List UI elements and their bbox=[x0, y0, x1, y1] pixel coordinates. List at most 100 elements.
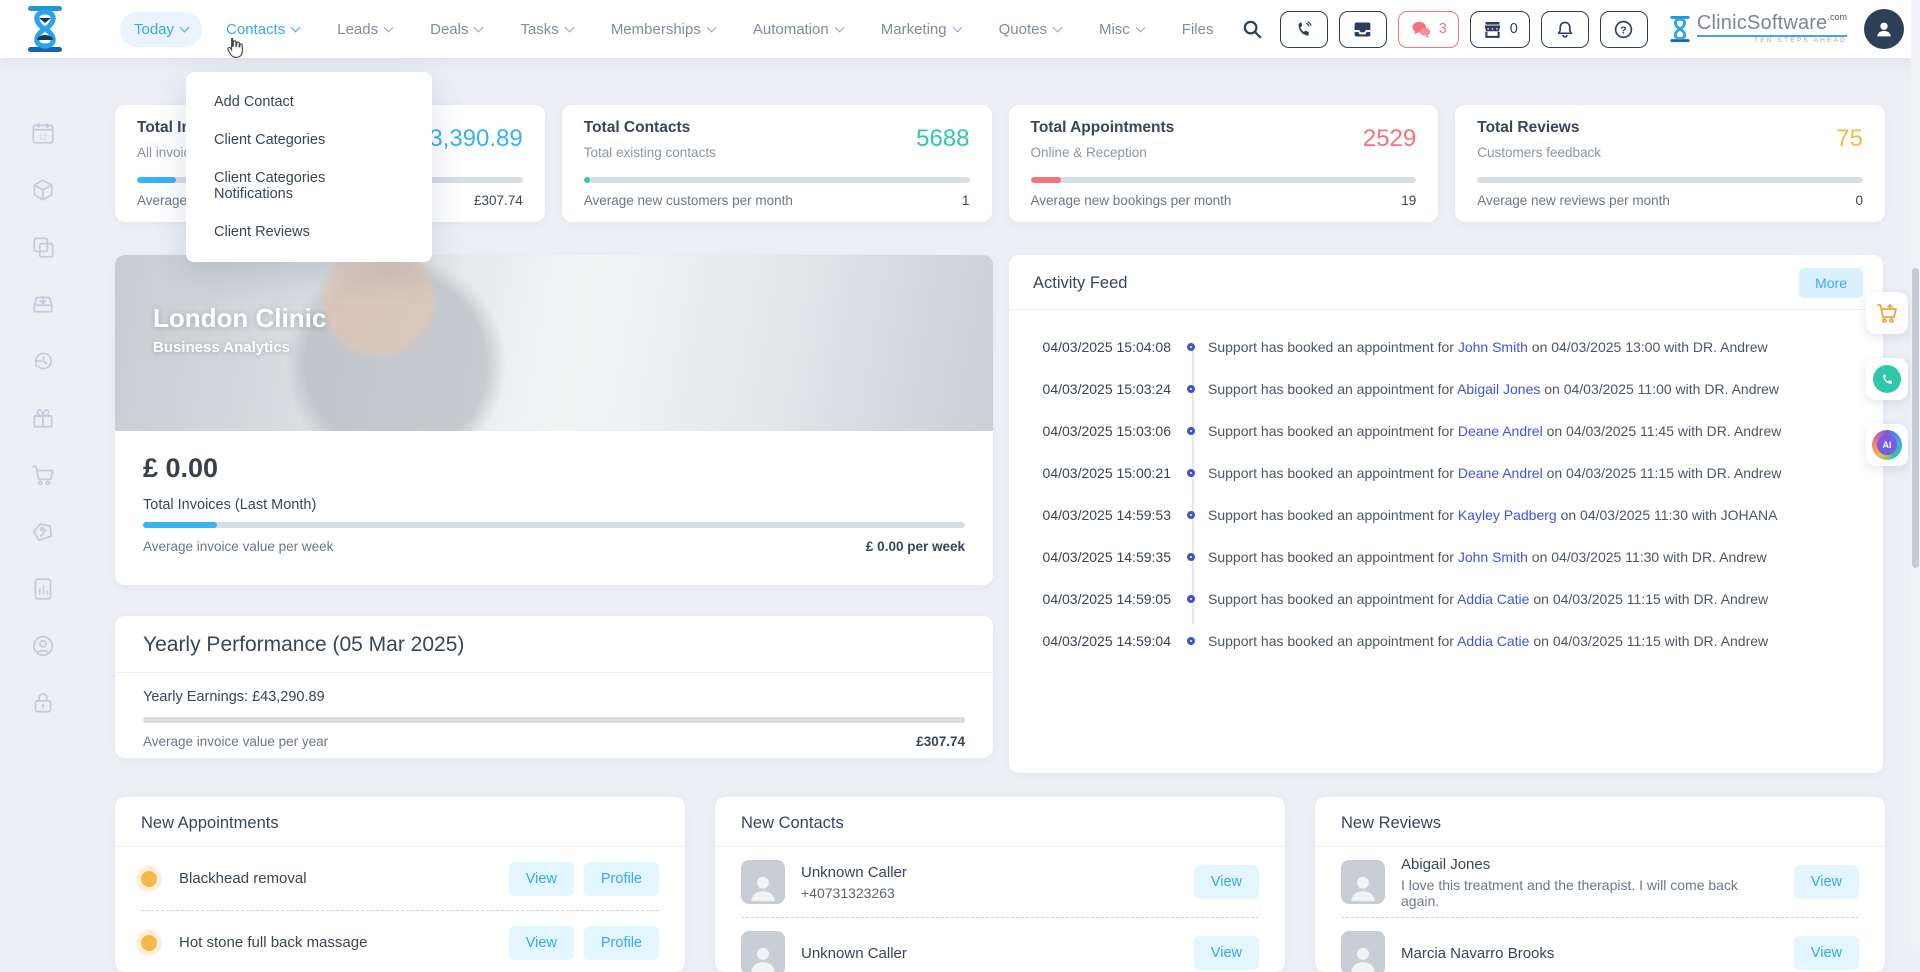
shop-cart-fab[interactable] bbox=[1866, 292, 1908, 334]
search-icon[interactable] bbox=[1235, 12, 1269, 46]
copy-icon[interactable] bbox=[28, 232, 58, 262]
person-silhouette-icon bbox=[1351, 947, 1375, 972]
view-button[interactable]: View bbox=[1793, 936, 1859, 970]
notifications-button[interactable] bbox=[1540, 10, 1589, 48]
ticket-icon[interactable] bbox=[28, 517, 58, 547]
progress-fill bbox=[583, 177, 590, 183]
activity-feed-card: Activity Feed More 04/03/2025 15:04:08 S… bbox=[1009, 255, 1883, 773]
nav-item-marketing[interactable]: Marketing bbox=[867, 12, 975, 47]
archive-icon[interactable] bbox=[28, 289, 58, 319]
contact-link[interactable]: Kayley Padberg bbox=[1457, 507, 1557, 523]
view-button[interactable]: View bbox=[1793, 865, 1859, 899]
contact-name: Unknown Caller bbox=[801, 863, 907, 881]
contact-link[interactable]: John Smith bbox=[1457, 549, 1528, 565]
progress-bar bbox=[1477, 177, 1863, 183]
person-silhouette-icon bbox=[750, 876, 776, 902]
calendar-icon[interactable]: 12 bbox=[28, 118, 58, 148]
stat-value: 5688 bbox=[916, 125, 970, 152]
contacts-dropdown-menu: Add Contact Client Categories Client Cat… bbox=[186, 72, 432, 262]
nav-item-automation[interactable]: Automation bbox=[739, 12, 857, 47]
chevron-down-icon bbox=[383, 22, 394, 32]
nav-item-deals[interactable]: Deals bbox=[416, 12, 496, 47]
stat-card-total-reviews: Total Reviews Customers feedback 75 Aver… bbox=[1455, 105, 1885, 222]
nav-label: Today bbox=[134, 20, 175, 38]
header-actions: 3 0 ? bbox=[1235, 9, 1904, 49]
scrollbar-thumb[interactable] bbox=[1912, 268, 1919, 568]
whatsapp-call-fab[interactable] bbox=[1866, 358, 1908, 400]
nav-item-tasks[interactable]: Tasks bbox=[506, 12, 586, 47]
phone-button[interactable] bbox=[1279, 10, 1328, 48]
profile-button[interactable]: Profile bbox=[583, 861, 659, 896]
contact-link[interactable]: Deane Andrel bbox=[1457, 465, 1543, 481]
activity-text: Support has booked an appointment for bbox=[1208, 549, 1454, 565]
bell-icon bbox=[1557, 21, 1573, 38]
activity-text: on 04/03/2025 11:15 with DR. Andrew bbox=[1533, 591, 1769, 607]
activity-text: on 04/03/2025 13:00 with DR. Andrew bbox=[1531, 339, 1768, 355]
activity-time: 04/03/2025 15:00:21 bbox=[1042, 465, 1171, 481]
gift-icon[interactable] bbox=[28, 403, 58, 433]
menu-item-client-reviews[interactable]: Client Reviews bbox=[214, 224, 310, 240]
nav-item-today[interactable]: Today bbox=[120, 11, 203, 47]
status-dot-icon bbox=[141, 934, 157, 951]
view-button[interactable]: View bbox=[1193, 936, 1259, 970]
nav-item-contacts[interactable]: Contacts bbox=[212, 12, 313, 47]
account-icon[interactable] bbox=[28, 631, 58, 661]
activity-time: 04/03/2025 15:03:24 bbox=[1042, 381, 1171, 397]
top-header: Today Contacts Leads Deals Tasks Members… bbox=[0, 0, 1920, 58]
activity-time: 04/03/2025 15:04:08 bbox=[1042, 339, 1171, 355]
nav-item-memberships[interactable]: Memberships bbox=[597, 12, 729, 47]
lock-icon[interactable] bbox=[28, 688, 58, 718]
view-button[interactable]: View bbox=[508, 861, 574, 896]
activity-row: 04/03/2025 15:03:06 Support has booked a… bbox=[1033, 410, 1859, 452]
appointment-label: Hot stone full back massage bbox=[179, 934, 368, 951]
inbox-button[interactable] bbox=[1338, 10, 1387, 48]
clinic-footer-label: Average invoice value per week bbox=[143, 539, 334, 554]
contact-link[interactable]: Addia Catie bbox=[1457, 591, 1530, 607]
status-dot-icon bbox=[141, 870, 157, 887]
brand-tld: .com bbox=[1827, 12, 1847, 23]
timeline-line bbox=[1192, 348, 1194, 624]
profile-button[interactable]: Profile bbox=[583, 925, 659, 960]
phone-icon bbox=[1298, 20, 1312, 36]
last-month-label: Total Invoices (Last Month) bbox=[143, 497, 317, 513]
activity-time: 04/03/2025 14:59:04 bbox=[1042, 633, 1171, 649]
help-button[interactable]: ? bbox=[1599, 10, 1648, 48]
menu-item-add-contact[interactable]: Add Contact bbox=[214, 94, 294, 110]
more-button[interactable]: More bbox=[1799, 268, 1863, 298]
app-logo-hourglass-icon[interactable] bbox=[22, 4, 68, 54]
clinic-name: London Clinic bbox=[153, 303, 327, 333]
contact-link[interactable]: John Smith bbox=[1457, 339, 1528, 355]
nav-item-misc[interactable]: Misc bbox=[1085, 12, 1158, 47]
menu-item-client-categories-notifications[interactable]: Client Categories Notifications bbox=[214, 170, 326, 202]
contact-link[interactable]: Deane Andrel bbox=[1457, 423, 1543, 439]
history-icon[interactable] bbox=[28, 346, 58, 376]
activity-row: 04/03/2025 14:59:04 Support has booked a… bbox=[1033, 620, 1859, 662]
view-button[interactable]: View bbox=[1193, 865, 1259, 899]
activity-text: Support has booked an appointment for bbox=[1208, 591, 1454, 607]
page-scrollbar[interactable] bbox=[1911, 0, 1920, 945]
nav-item-files[interactable]: Files bbox=[1168, 12, 1228, 47]
progress-fill bbox=[1030, 177, 1062, 183]
cart-icon[interactable] bbox=[28, 460, 58, 490]
contact-link[interactable]: Addia Catie bbox=[1457, 633, 1530, 649]
package-icon[interactable] bbox=[28, 175, 58, 205]
chat-count-badge: 3 bbox=[1438, 21, 1447, 37]
report-icon[interactable] bbox=[28, 574, 58, 604]
user-icon bbox=[1877, 22, 1891, 37]
activity-text: Support has booked an appointment for bbox=[1208, 381, 1454, 397]
store-button[interactable]: 0 bbox=[1469, 10, 1530, 48]
chat-notifications-button[interactable]: 3 bbox=[1397, 10, 1459, 48]
ai-assistant-fab[interactable]: AI bbox=[1866, 424, 1908, 466]
stat-footer-value: £307.74 bbox=[473, 193, 523, 208]
menu-item-client-categories[interactable]: Client Categories bbox=[214, 132, 326, 148]
contact-link[interactable]: Abigail Jones bbox=[1457, 381, 1541, 397]
stat-title: Total Contacts bbox=[583, 119, 691, 136]
brand-name: ClinicSoftware bbox=[1696, 12, 1828, 35]
nav-item-quotes[interactable]: Quotes bbox=[985, 12, 1075, 47]
avatar bbox=[741, 931, 785, 972]
progress-bar bbox=[1030, 177, 1417, 183]
user-avatar[interactable] bbox=[1864, 9, 1904, 49]
view-button[interactable]: View bbox=[508, 925, 574, 960]
contact-row: Unknown Caller View bbox=[741, 918, 1259, 972]
nav-item-leads[interactable]: Leads bbox=[323, 12, 406, 47]
